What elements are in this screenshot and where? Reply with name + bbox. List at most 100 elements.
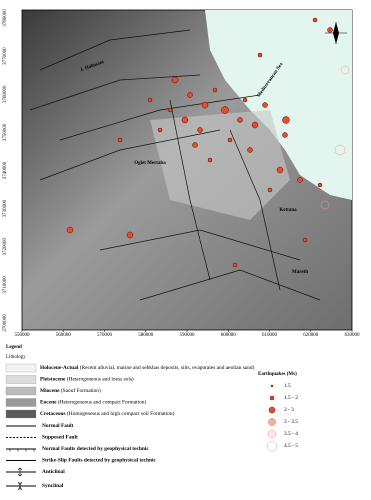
earthquake xyxy=(312,17,318,23)
structure-label: Normal Fault xyxy=(42,423,73,429)
earthquake xyxy=(227,137,233,143)
earthquake xyxy=(340,65,350,75)
x-coord-label: 560000 xyxy=(56,333,72,338)
x-coord-label: 610000 xyxy=(262,333,278,338)
structure-label: Supposed Fault xyxy=(42,435,78,441)
earthquake xyxy=(276,166,284,174)
lithology-name: Cretaceous xyxy=(40,411,66,417)
y-coord-label: 3770000 xyxy=(3,47,8,65)
earthquakes-title: Earthquakes (Ms) xyxy=(258,372,297,377)
earthquake-class: 2 - 3 xyxy=(284,407,294,413)
lithology-name: Pleistocene xyxy=(40,377,66,383)
y-coord-label: 3760000 xyxy=(3,85,8,103)
earthquake xyxy=(232,262,238,268)
earthquake-class: 1.5 xyxy=(284,383,291,389)
y-coord-label: 3710000 xyxy=(3,276,8,294)
x-coord-label: 550000 xyxy=(15,333,31,338)
structure-label: Synclinal xyxy=(42,483,64,489)
earthquake xyxy=(187,92,193,98)
lithology-swatch xyxy=(5,375,37,384)
earthquake xyxy=(242,97,248,103)
lithology-item: Miocene (Saouf Formation) xyxy=(40,387,101,394)
earthquake-symbol xyxy=(266,440,278,452)
earthquake-symbol xyxy=(270,384,274,388)
earthquake xyxy=(302,237,308,243)
structure-label: Normal Faults detected by geophysical te… xyxy=(42,446,149,452)
earthquake xyxy=(237,117,243,123)
lithology-swatch xyxy=(5,386,37,396)
earthquake-symbol xyxy=(267,429,277,439)
earthquake-symbol xyxy=(269,395,275,401)
y-coord-label: 3730000 xyxy=(3,199,8,217)
earthquake xyxy=(221,106,229,114)
compass xyxy=(325,22,347,44)
y-coord-label: 3700000 xyxy=(3,314,8,332)
lithology-name: Miocene xyxy=(40,388,60,394)
lithology-name: Eocene xyxy=(40,400,57,406)
lithology-item: Eocene (Heterogeneous and compact Format… xyxy=(40,399,146,406)
lithology-description: (Heterogeneous and loess sols) xyxy=(67,376,134,383)
lithology-item: Holocene-Actual (Recent alluvial, marine… xyxy=(40,364,255,371)
earthquake xyxy=(297,177,303,183)
faults xyxy=(29,29,321,301)
lithology-description: (Saouf Formation) xyxy=(61,387,101,394)
y-coord-label: 3740000 xyxy=(3,161,8,179)
place-label: Kettana xyxy=(279,208,297,213)
earthquake xyxy=(334,144,346,156)
earthquake xyxy=(257,52,263,58)
arrows xyxy=(17,467,23,477)
earthquake xyxy=(282,116,290,124)
place-label: Mareth xyxy=(292,270,308,275)
earthquake xyxy=(262,102,268,108)
earthquake xyxy=(267,187,273,193)
y-coord-label: 3720000 xyxy=(3,238,8,256)
x-coord-label: 600000 xyxy=(221,333,237,338)
earthquake xyxy=(147,97,153,103)
x-coord-label: 590000 xyxy=(180,333,196,338)
earthquake xyxy=(192,142,198,148)
earthquake-class: 3.5 - 4 xyxy=(284,431,298,437)
earthquake-symbol xyxy=(268,418,276,426)
arrows xyxy=(17,481,23,491)
earthquake xyxy=(282,132,288,138)
place-label: Oglet Mertaba xyxy=(134,161,166,166)
legend-title: Legend xyxy=(6,345,22,350)
x-coord-label: 580000 xyxy=(138,333,154,338)
earthquake xyxy=(320,200,330,210)
earthquake xyxy=(327,27,333,33)
earthquake-class: 1.5 - 2 xyxy=(284,395,298,401)
x-coord-label: 570000 xyxy=(97,333,113,338)
earthquake xyxy=(171,76,179,84)
earthquake xyxy=(181,116,189,124)
earthquake xyxy=(212,87,218,93)
earthquake xyxy=(247,147,253,153)
earthquake xyxy=(251,121,259,129)
earthquake-class: 3 - 3.5 xyxy=(284,419,298,425)
lithology-swatch xyxy=(5,363,37,373)
lithology-description: (Recent alluvial, marine and sebkhas dep… xyxy=(80,364,255,371)
earthquake-class: 4.5 - 5 xyxy=(284,443,298,449)
lithology-name: Holocene-Actual xyxy=(40,365,79,371)
x-coord-label: 620000 xyxy=(303,333,319,338)
lithology-swatch xyxy=(5,409,37,419)
lithology-description: (Heterogeneous and compact Formation) xyxy=(58,399,147,406)
earthquake xyxy=(167,107,173,113)
structure-label: Strike-Slip Faults detected by geophysic… xyxy=(42,458,157,464)
lithology-title: Lithology xyxy=(6,355,26,360)
earthquake xyxy=(157,127,163,133)
earthquake xyxy=(126,231,134,239)
y-coord-label: 3780000 xyxy=(3,9,8,27)
plain xyxy=(150,110,290,220)
earthquake xyxy=(197,127,203,133)
lithology-item: Pleistocene (Heterogeneous and loess sol… xyxy=(40,376,134,383)
earthquake-symbol xyxy=(268,406,276,414)
earthquake xyxy=(66,226,74,234)
lithology-item: Cretaceous (Homogeneous and high compact… xyxy=(40,410,175,417)
earthquake xyxy=(117,137,123,143)
lithology-swatch xyxy=(5,398,37,407)
lithology-description: (Homogeneous and high compact soil Forma… xyxy=(67,410,175,417)
earthquake xyxy=(317,182,323,188)
x-coord-label: 630000 xyxy=(345,333,361,338)
